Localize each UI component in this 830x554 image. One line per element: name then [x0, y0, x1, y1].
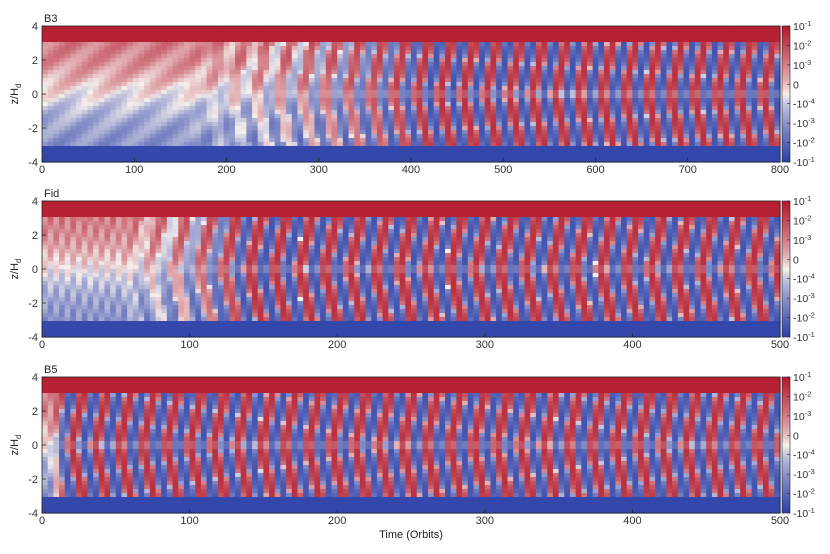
y-tick-label: -4: [28, 508, 38, 520]
colorbar-tick-label: -10-3: [793, 116, 815, 130]
heatmap-cells: [42, 26, 781, 163]
colorbar-tick-label: -10-1: [793, 330, 815, 344]
y-tick-label: 4: [32, 372, 38, 384]
panel-label: B3: [44, 13, 57, 25]
x-tick-label: 100: [180, 515, 198, 527]
x-tick-label: 400: [623, 515, 641, 527]
y-tick-label: 2: [32, 406, 38, 418]
x-tick-label: 100: [125, 164, 143, 176]
x-tick-label: 100: [180, 339, 198, 351]
x-tick-label: 200: [328, 339, 346, 351]
colorbar-tick-label: 0: [793, 254, 799, 266]
colorbar-tick-label: 10-2: [793, 38, 811, 52]
y-axis-label: z/Hd: [9, 84, 23, 105]
x-axis-label: Time (Orbits): [379, 529, 443, 541]
colorbar-tick-label: 10-3: [793, 58, 811, 72]
x-tick-label: 300: [310, 164, 328, 176]
x-tick-label: 700: [679, 164, 697, 176]
colorbar-tick-label: -10-1: [793, 155, 815, 169]
colorbar: 10-1 10-2 10-3 0 -10-4 -10-3 -10-2 -10-1: [781, 370, 815, 520]
x-tick-label: 0: [39, 515, 45, 527]
y-tick-label: -2: [28, 474, 38, 486]
colorbar-tick-label: 10-3: [793, 233, 811, 247]
y-axis-label: z/Hd: [9, 259, 23, 280]
x-tick-label: 200: [217, 164, 235, 176]
x-tick-label: 300: [476, 339, 494, 351]
colorbar-tick-label: 0: [793, 79, 799, 91]
colorbar-tick-label: -10-4: [793, 272, 815, 286]
y-tick-label: 2: [32, 230, 38, 242]
heatmap-cells: [42, 201, 781, 338]
x-tick-label: 300: [476, 515, 494, 527]
x-tick-label: 0: [39, 339, 45, 351]
colorbar-tick-label: 10-3: [793, 409, 811, 423]
y-tick-label: 2: [32, 55, 38, 67]
colorbar: 10-1 10-2 10-3 0 -10-4 -10-3 -10-2 -10-1: [781, 194, 815, 344]
heatmap-cells: [42, 377, 781, 514]
colorbar-tick-label: -10-2: [793, 311, 815, 325]
x-tick-label: 200: [328, 515, 346, 527]
colorbar-tick-label: -10-3: [793, 467, 815, 481]
y-tick-label: -2: [28, 123, 38, 135]
colorbar-tick-label: -10-2: [793, 487, 815, 501]
y-tick-label: 4: [32, 196, 38, 208]
colorbar-tick-label: 10-1: [793, 370, 811, 384]
y-tick-label: 0: [32, 264, 38, 276]
y-tick-label: -4: [28, 157, 38, 169]
x-tick-label: 500: [771, 339, 789, 351]
x-tick-label: 500: [494, 164, 512, 176]
colorbar-tick-label: -10-4: [793, 448, 815, 462]
heatmap-panel-b3: B3 0 100 200 300 400 500 600 700 800 -4 -2 0 2 4 z/Hd 10…: [9, 13, 815, 176]
colorbar-tick-label: -10-1: [793, 506, 815, 520]
x-tick-label: 600: [586, 164, 604, 176]
x-tick-label: 0: [39, 164, 45, 176]
colorbar-tick-label: -10-3: [793, 291, 815, 305]
panel-label: Fid: [44, 188, 59, 200]
y-tick-label: -2: [28, 298, 38, 310]
colorbar-tick-label: 10-2: [793, 213, 811, 227]
x-tick-label: 800: [771, 164, 789, 176]
x-tick-label: 400: [623, 339, 641, 351]
heatmap-panel-b5: B50 100 200 300 400 500-4-2024z/Hd10-110-210-…: [9, 364, 815, 541]
colorbar-tick-label: -10-4: [793, 97, 815, 111]
x-tick-label: 500: [771, 515, 789, 527]
colorbar-tick-label: 10-1: [793, 194, 811, 208]
y-tick-label: 4: [32, 21, 38, 33]
colorbar: 10-1 10-2 10-3 0 -10-4 -10-3 -10-2 -10-1: [781, 19, 815, 169]
panel-label: B5: [44, 364, 57, 376]
colorbar-tick-label: 0: [793, 430, 799, 442]
colorbar-tick-label: 10-2: [793, 389, 811, 403]
colorbar-tick-label: -10-2: [793, 136, 815, 150]
colorbar-tick-label: 10-1: [793, 19, 811, 33]
x-tick-label: 400: [402, 164, 420, 176]
y-tick-label: -4: [28, 332, 38, 344]
y-tick-label: 0: [32, 440, 38, 452]
y-axis-label: z/Hd: [9, 435, 23, 456]
y-tick-label: 0: [32, 89, 38, 101]
